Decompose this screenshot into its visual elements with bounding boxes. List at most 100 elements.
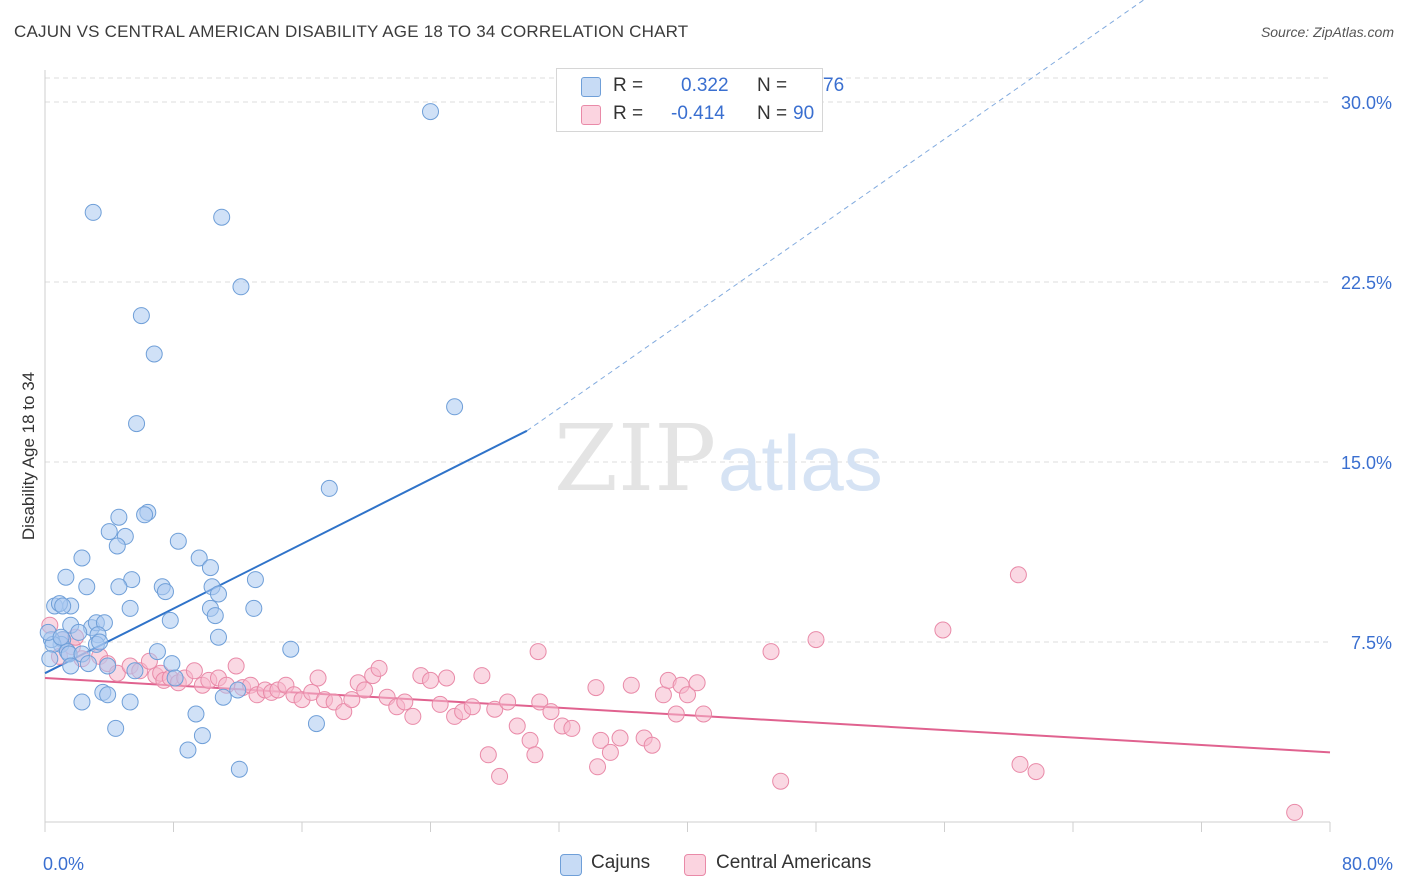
cajun-point [41, 650, 59, 668]
cajun-point [187, 705, 205, 723]
central-american-point [542, 703, 560, 721]
central-american-point [438, 669, 456, 687]
cajun-point [245, 599, 263, 617]
central-american-point [529, 643, 547, 661]
cajun-trend-extension [526, 0, 1145, 432]
central-american-point [343, 691, 361, 709]
central-american-point [695, 705, 713, 723]
watermark-zip: ZIP [554, 405, 716, 512]
cajun-point [121, 599, 139, 617]
central-american-point [356, 681, 374, 699]
source-label: Source: ZipAtlas.com [1260, 24, 1394, 40]
cajun-point [206, 607, 224, 625]
central-american-point [807, 631, 825, 649]
cajun-point [73, 693, 91, 711]
cajun-point [52, 628, 70, 646]
central-american-point [422, 671, 439, 689]
watermark: ZIP atlas [554, 405, 883, 512]
cajun-point [163, 655, 181, 673]
central-american-point [667, 705, 685, 723]
cajun-point [70, 623, 88, 641]
y-tick-labels: 7.5% 15.0% 22.5% 30.0% [1341, 93, 1392, 653]
cajun-point [145, 345, 163, 363]
central-american-point [611, 729, 629, 747]
central-american-point [1009, 566, 1027, 584]
y-tick-label: 30.0% [1341, 93, 1392, 113]
cajun-point [148, 643, 166, 661]
central-american-point [587, 679, 605, 697]
cajun-point [79, 655, 97, 673]
cajun-point [161, 611, 179, 629]
legend-n-value: 90 [793, 103, 815, 124]
cajun-point [230, 760, 248, 778]
cajun-point [123, 571, 141, 589]
cajun-point [282, 640, 300, 658]
central-american-point [499, 693, 517, 711]
central-american-point [1027, 763, 1045, 781]
central-american-point [622, 676, 640, 694]
x-tick-label-min: 0.0% [43, 854, 84, 874]
central-american-point [370, 659, 388, 677]
cajun-point [99, 686, 117, 704]
cajun-legend-label: Cajuns [591, 852, 651, 873]
central-american-point [185, 662, 203, 680]
cajun-point [201, 559, 219, 577]
central-american-point [473, 667, 491, 685]
cajun-point [91, 633, 109, 651]
legend-r-value: 0.322 [681, 75, 729, 96]
cajun-point [99, 657, 117, 675]
central-american-point [1286, 803, 1304, 821]
y-tick-label: 22.5% [1341, 273, 1392, 293]
central-american-point [486, 700, 504, 718]
cajun-point [209, 628, 227, 646]
cajun-point [246, 571, 264, 589]
central-american-point [772, 772, 790, 790]
central-swatch [581, 105, 601, 125]
y-tick-label: 7.5% [1351, 633, 1392, 653]
stats-legend: R = 0.322 N = 76 R = -0.414 N = 90 [556, 68, 844, 132]
central-american-point [526, 746, 544, 764]
cajun-point [320, 479, 338, 497]
central-american-point [1011, 755, 1029, 773]
cajun-point [84, 203, 102, 221]
cajun-point [214, 688, 232, 706]
central-american-point [508, 717, 526, 735]
cajun-points [39, 103, 464, 778]
central-american-point [396, 693, 414, 711]
central-legend-swatch [684, 854, 706, 876]
cajun-point [128, 415, 146, 433]
legend-n-value: 76 [823, 75, 845, 96]
central-american-point [531, 693, 549, 711]
central-american-point [335, 703, 353, 721]
central-american-point [431, 695, 449, 713]
cajun-point [100, 523, 118, 541]
cajun-point [126, 662, 144, 680]
watermark-atlas: atlas [718, 419, 883, 507]
legend-r-value: -0.414 [671, 103, 725, 124]
cajun-legend-swatch [560, 854, 582, 876]
cajun-point [179, 741, 197, 759]
central-american-point [463, 698, 481, 716]
legend-r-label: R = [613, 75, 644, 96]
cajun-point [166, 669, 184, 687]
central-american-point [227, 657, 245, 675]
cajun-point [213, 208, 231, 226]
cajun-point [62, 657, 80, 675]
y-axis-label: Disability Age 18 to 34 [19, 372, 38, 540]
legend-r-label: R = [613, 103, 644, 124]
cajun-swatch [581, 77, 601, 97]
central-american-point [521, 731, 539, 749]
central-american-point [679, 686, 696, 704]
cajun-point [121, 693, 139, 711]
axes [44, 70, 1331, 832]
cajun-point [136, 506, 154, 524]
cajun-point [78, 578, 96, 596]
central-american-point [309, 669, 327, 687]
x-tick-label-max: 80.0% [1342, 854, 1393, 874]
cajun-point [110, 578, 128, 596]
cajun-point [108, 537, 126, 555]
central-american-point [654, 686, 672, 704]
grid-lines [45, 77, 1330, 643]
central-american-point [601, 743, 619, 761]
